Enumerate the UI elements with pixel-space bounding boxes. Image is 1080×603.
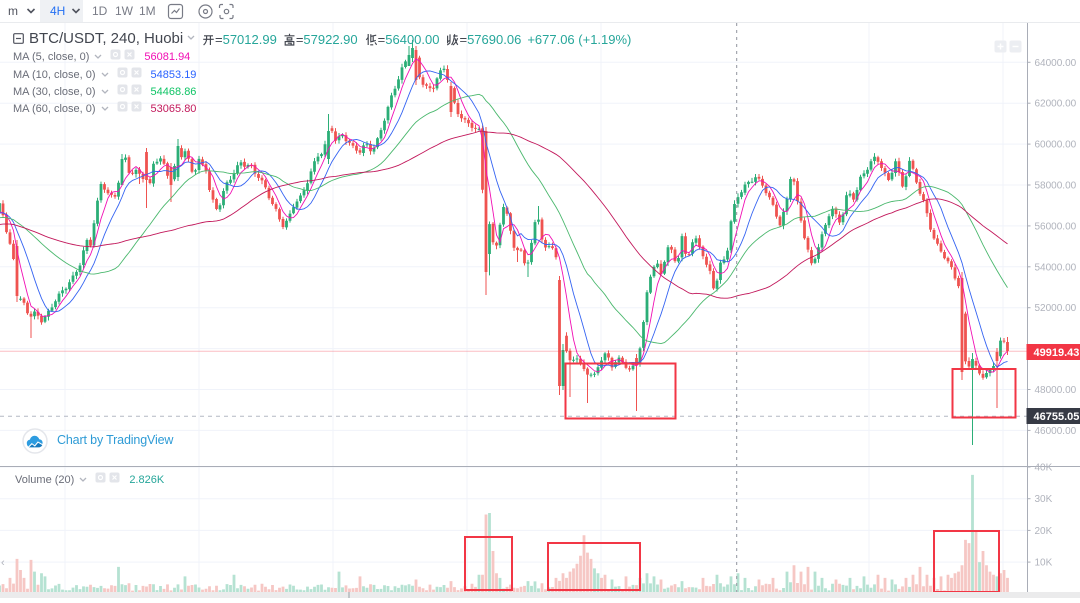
svg-text:58000.00: 58000.00 [1035,181,1077,192]
svg-text:46755.05: 46755.05 [1034,411,1080,423]
svg-text:52000.00: 52000.00 [1035,303,1077,314]
svg-text:30K: 30K [1035,494,1053,505]
svg-text:62000.00: 62000.00 [1035,99,1077,110]
svg-text:54000.00: 54000.00 [1035,262,1077,273]
svg-text:60000.00: 60000.00 [1035,140,1077,151]
svg-text:46000.00: 46000.00 [1035,426,1077,437]
svg-text:49919.43: 49919.43 [1034,347,1080,359]
svg-text:48000.00: 48000.00 [1035,385,1077,396]
svg-text:20K: 20K [1035,526,1053,537]
svg-text:56000.00: 56000.00 [1035,221,1077,232]
svg-text:64000.00: 64000.00 [1035,58,1077,69]
svg-text:10K: 10K [1035,558,1053,569]
svg-text:40K: 40K [1035,463,1053,474]
